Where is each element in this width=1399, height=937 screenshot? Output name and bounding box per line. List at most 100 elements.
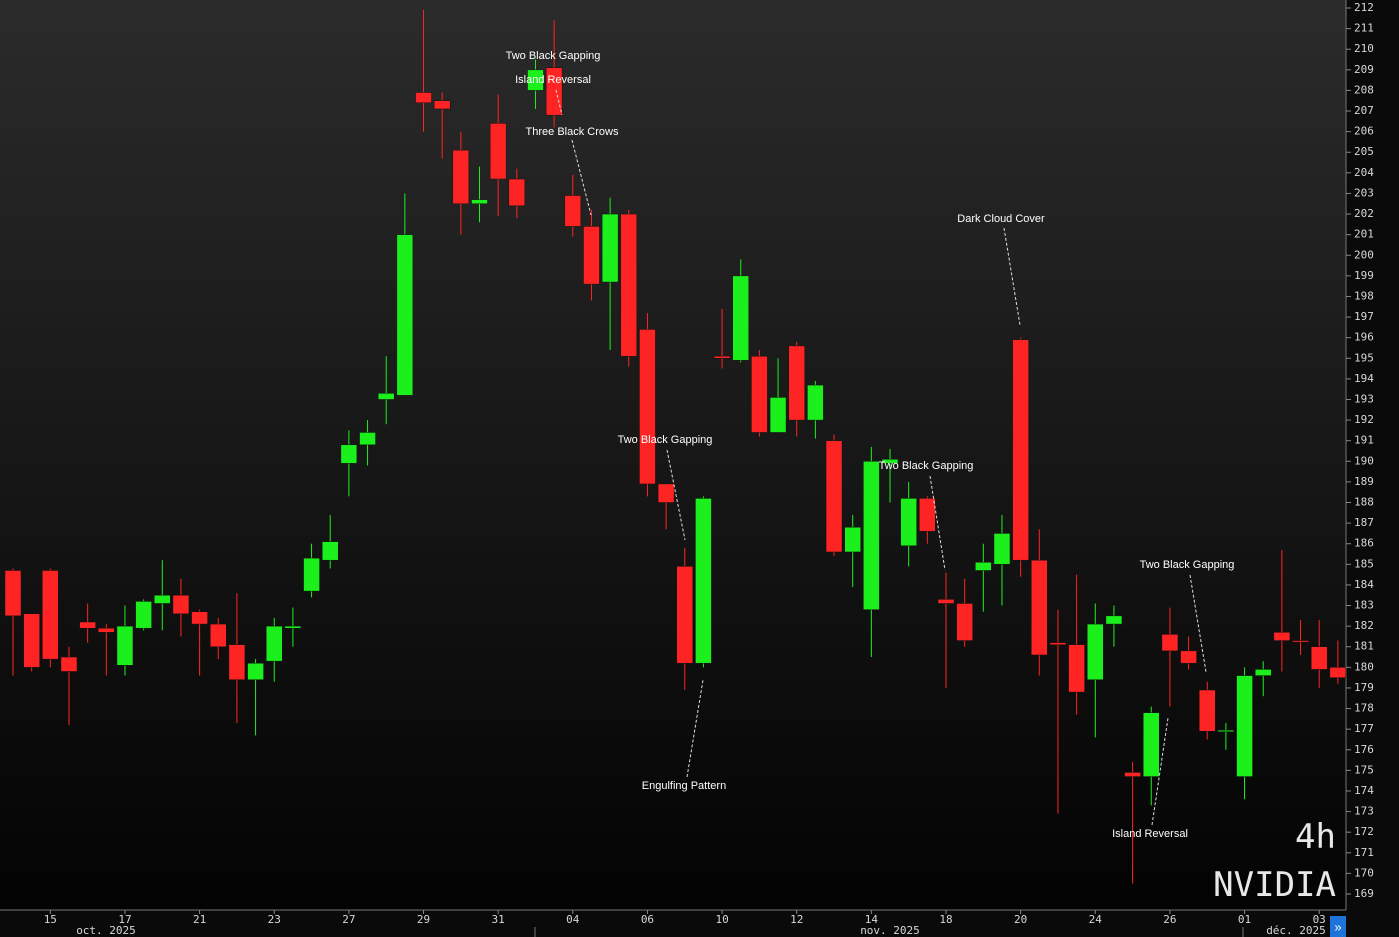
annotation-leader xyxy=(686,679,704,778)
candle-body xyxy=(844,526,861,553)
candle-body xyxy=(900,498,917,547)
candle-body xyxy=(1329,667,1347,678)
annotation-leader xyxy=(666,449,686,541)
x-tick-label: 01 xyxy=(1238,913,1251,926)
candle-body xyxy=(303,557,320,592)
annotation: Two Black Gapping xyxy=(879,460,974,472)
x-axis-panel xyxy=(0,910,1346,937)
scroll-button-icon[interactable]: » xyxy=(1334,919,1341,934)
annotation: Two Black Gapping xyxy=(506,50,601,62)
y-tick-label: 188 xyxy=(1354,496,1374,509)
x-tick-label: 06 xyxy=(641,913,654,926)
x-tick-label: 23 xyxy=(268,913,281,926)
candle-body xyxy=(42,570,59,660)
candle-body xyxy=(657,483,675,503)
candle-body xyxy=(937,599,955,604)
x-tick-label: 17 xyxy=(118,913,131,926)
candle-body xyxy=(4,570,22,617)
y-tick-label: 202 xyxy=(1354,207,1374,220)
candle-body xyxy=(1012,339,1029,561)
candle-body xyxy=(881,458,899,464)
candle-body xyxy=(769,397,787,433)
candle-body xyxy=(415,92,432,104)
candle-body xyxy=(564,195,582,227)
candle-body xyxy=(1254,669,1272,676)
x-tick-label: 29 xyxy=(417,913,430,926)
annotation-leader xyxy=(1189,574,1207,673)
candle-body xyxy=(98,627,115,633)
candle-body xyxy=(1087,623,1104,680)
x-tick-label: 20 xyxy=(1014,913,1027,926)
x-tick-label: 10 xyxy=(715,913,728,926)
x-tick-label: 18 xyxy=(939,913,952,926)
y-tick-label: 170 xyxy=(1354,866,1374,879)
y-tick-label: 204 xyxy=(1354,166,1374,179)
y-tick-label: 205 xyxy=(1354,145,1374,158)
annotation-leader xyxy=(1003,227,1021,326)
candle-body xyxy=(433,100,451,110)
candle-body xyxy=(713,355,731,359)
annotation: Island Reversal xyxy=(515,74,591,86)
y-tick-label: 178 xyxy=(1354,702,1374,715)
candle-body xyxy=(79,621,96,629)
y-tick-label: 210 xyxy=(1354,42,1374,55)
candle-body xyxy=(1292,640,1309,643)
candle-body xyxy=(676,566,694,664)
candle-body xyxy=(154,594,171,604)
y-tick-label: 192 xyxy=(1354,413,1374,426)
candle-body xyxy=(359,432,376,446)
candle-body xyxy=(340,444,358,464)
month-label: nov. 2025 xyxy=(860,924,920,937)
month-label: oct. 2025 xyxy=(76,924,136,937)
y-tick-label: 209 xyxy=(1354,63,1374,76)
candle-body xyxy=(210,623,227,647)
candle-body xyxy=(321,541,339,561)
candle-body xyxy=(191,611,208,625)
candles xyxy=(4,10,1347,884)
candle-body xyxy=(583,226,600,285)
candle-body xyxy=(601,213,619,283)
y-tick-label: 194 xyxy=(1354,372,1374,385)
candle-body xyxy=(788,345,805,421)
y-tick-label: 181 xyxy=(1354,640,1374,653)
candle-body xyxy=(1273,632,1291,641)
y-tick-label: 200 xyxy=(1354,248,1374,261)
candle-body xyxy=(825,440,843,553)
y-tick-label: 176 xyxy=(1354,743,1374,756)
y-tick-label: 173 xyxy=(1354,805,1374,818)
x-tick-label: 15 xyxy=(44,913,57,926)
candle-body xyxy=(228,644,246,680)
candle-body xyxy=(975,562,992,571)
symbol-label: NVIDIA xyxy=(1213,865,1336,905)
candle-body xyxy=(545,67,563,116)
candle-body xyxy=(1236,675,1253,777)
candle-body xyxy=(1068,644,1085,693)
x-tick-label: 26 xyxy=(1163,913,1176,926)
annotations: Two Black Gapping Island Reversal Three Bl… xyxy=(506,50,1235,840)
y-tick-label: 191 xyxy=(1354,434,1374,447)
candle-body xyxy=(807,384,824,421)
y-axis-panel xyxy=(1346,0,1399,937)
candle-body xyxy=(135,601,152,629)
candle-body xyxy=(247,662,264,680)
candle-body xyxy=(919,498,936,532)
y-tick-label: 212 xyxy=(1354,1,1374,14)
candle-body xyxy=(1049,642,1067,645)
y-tick-label: 183 xyxy=(1354,599,1374,612)
y-tick-label: 195 xyxy=(1354,351,1374,364)
y-tick-label: 203 xyxy=(1354,186,1374,199)
y-tick-label: 171 xyxy=(1354,846,1374,859)
y-tick-label: 199 xyxy=(1354,269,1374,282)
candle-body xyxy=(863,461,880,610)
y-tick-label: 169 xyxy=(1354,887,1374,900)
y-tick-label: 177 xyxy=(1354,722,1374,735)
candle-body xyxy=(695,498,712,664)
x-tick-label: 12 xyxy=(790,913,803,926)
x-tick-label: 04 xyxy=(566,913,580,926)
annotation: Three Black Crows xyxy=(526,126,619,138)
annotation: Dark Cloud Cover xyxy=(957,213,1045,225)
scroll-button[interactable] xyxy=(1330,916,1346,937)
y-tick-label: 201 xyxy=(1354,228,1374,241)
interval-label: 4h xyxy=(1295,817,1336,857)
annotation: Two Black Gapping xyxy=(618,434,713,446)
